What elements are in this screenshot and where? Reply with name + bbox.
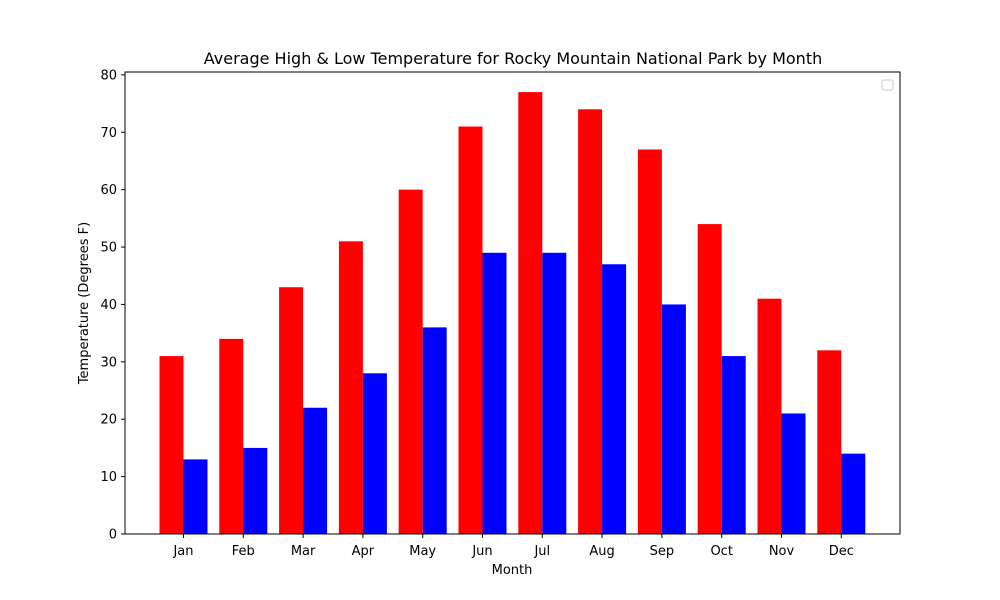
bar-series-1-mar — [303, 407, 328, 534]
x-axis-title: Month — [492, 563, 533, 578]
bar-series-0-dec — [817, 350, 842, 534]
bar-series-1-aug — [602, 264, 627, 534]
y-axis-title: Temperature (Degrees F) — [77, 222, 92, 385]
x-tick-label: Aug — [589, 544, 614, 559]
bar-series-1-oct — [721, 356, 746, 534]
x-tick-label: Feb — [232, 544, 255, 559]
bar-series-1-nov — [781, 413, 806, 534]
bar-series-0-sep — [637, 149, 662, 534]
bar-series-0-may — [398, 189, 423, 535]
bar-series-1-jun — [482, 252, 507, 535]
bar-series-0-feb — [219, 338, 244, 534]
y-tick-label: 40 — [100, 298, 117, 313]
bars-layer — [159, 92, 866, 535]
bar-series-1-sep — [661, 304, 686, 534]
bar-series-1-feb — [243, 447, 268, 534]
x-tick-label: Jun — [471, 544, 492, 559]
y-tick-label: 50 — [100, 241, 117, 256]
bar-series-0-aug — [578, 109, 603, 534]
y-tick-label: 30 — [100, 355, 117, 370]
y-tick-label: 60 — [100, 183, 117, 198]
chart-title: Average High & Low Temperature for Rocky… — [204, 49, 822, 68]
bar-series-1-dec — [841, 453, 866, 534]
x-tick-label: Jul — [533, 544, 550, 559]
x-tick-label: Oct — [710, 544, 732, 559]
bar-series-0-oct — [697, 224, 722, 534]
x-tick-label: Nov — [769, 544, 795, 559]
y-tick-label: 20 — [100, 413, 117, 428]
ticks-layer: Jan Feb Mar Apr May Jun Jul Aug Sep Oct Nov Dec 0 10 2… — [100, 68, 853, 559]
x-tick-label: May — [409, 544, 436, 559]
x-tick-label: Sep — [650, 544, 675, 559]
x-tick-label: Jan — [172, 544, 193, 559]
bar-series-0-apr — [338, 241, 363, 534]
bar-series-0-jun — [458, 126, 483, 535]
x-tick-label: Apr — [352, 544, 375, 559]
plot-frame — [124, 71, 901, 535]
bar-series-0-jan — [159, 356, 184, 534]
bar-series-1-jul — [542, 252, 567, 535]
bar-series-1-apr — [362, 373, 387, 534]
bar-series-0-jul — [518, 92, 543, 534]
y-tick-label: 10 — [100, 470, 117, 485]
x-tick-label: Dec — [829, 544, 854, 559]
y-tick-label: 70 — [100, 126, 117, 141]
bar-series-1-jan — [183, 459, 208, 534]
bar-series-1-may — [422, 327, 447, 534]
legend-box — [881, 79, 894, 91]
bar-series-0-nov — [757, 298, 782, 534]
bar-series-0-mar — [279, 287, 304, 534]
y-tick-label: 80 — [100, 68, 117, 83]
x-tick-label: Mar — [291, 544, 316, 559]
y-tick-label: 0 — [109, 528, 117, 543]
